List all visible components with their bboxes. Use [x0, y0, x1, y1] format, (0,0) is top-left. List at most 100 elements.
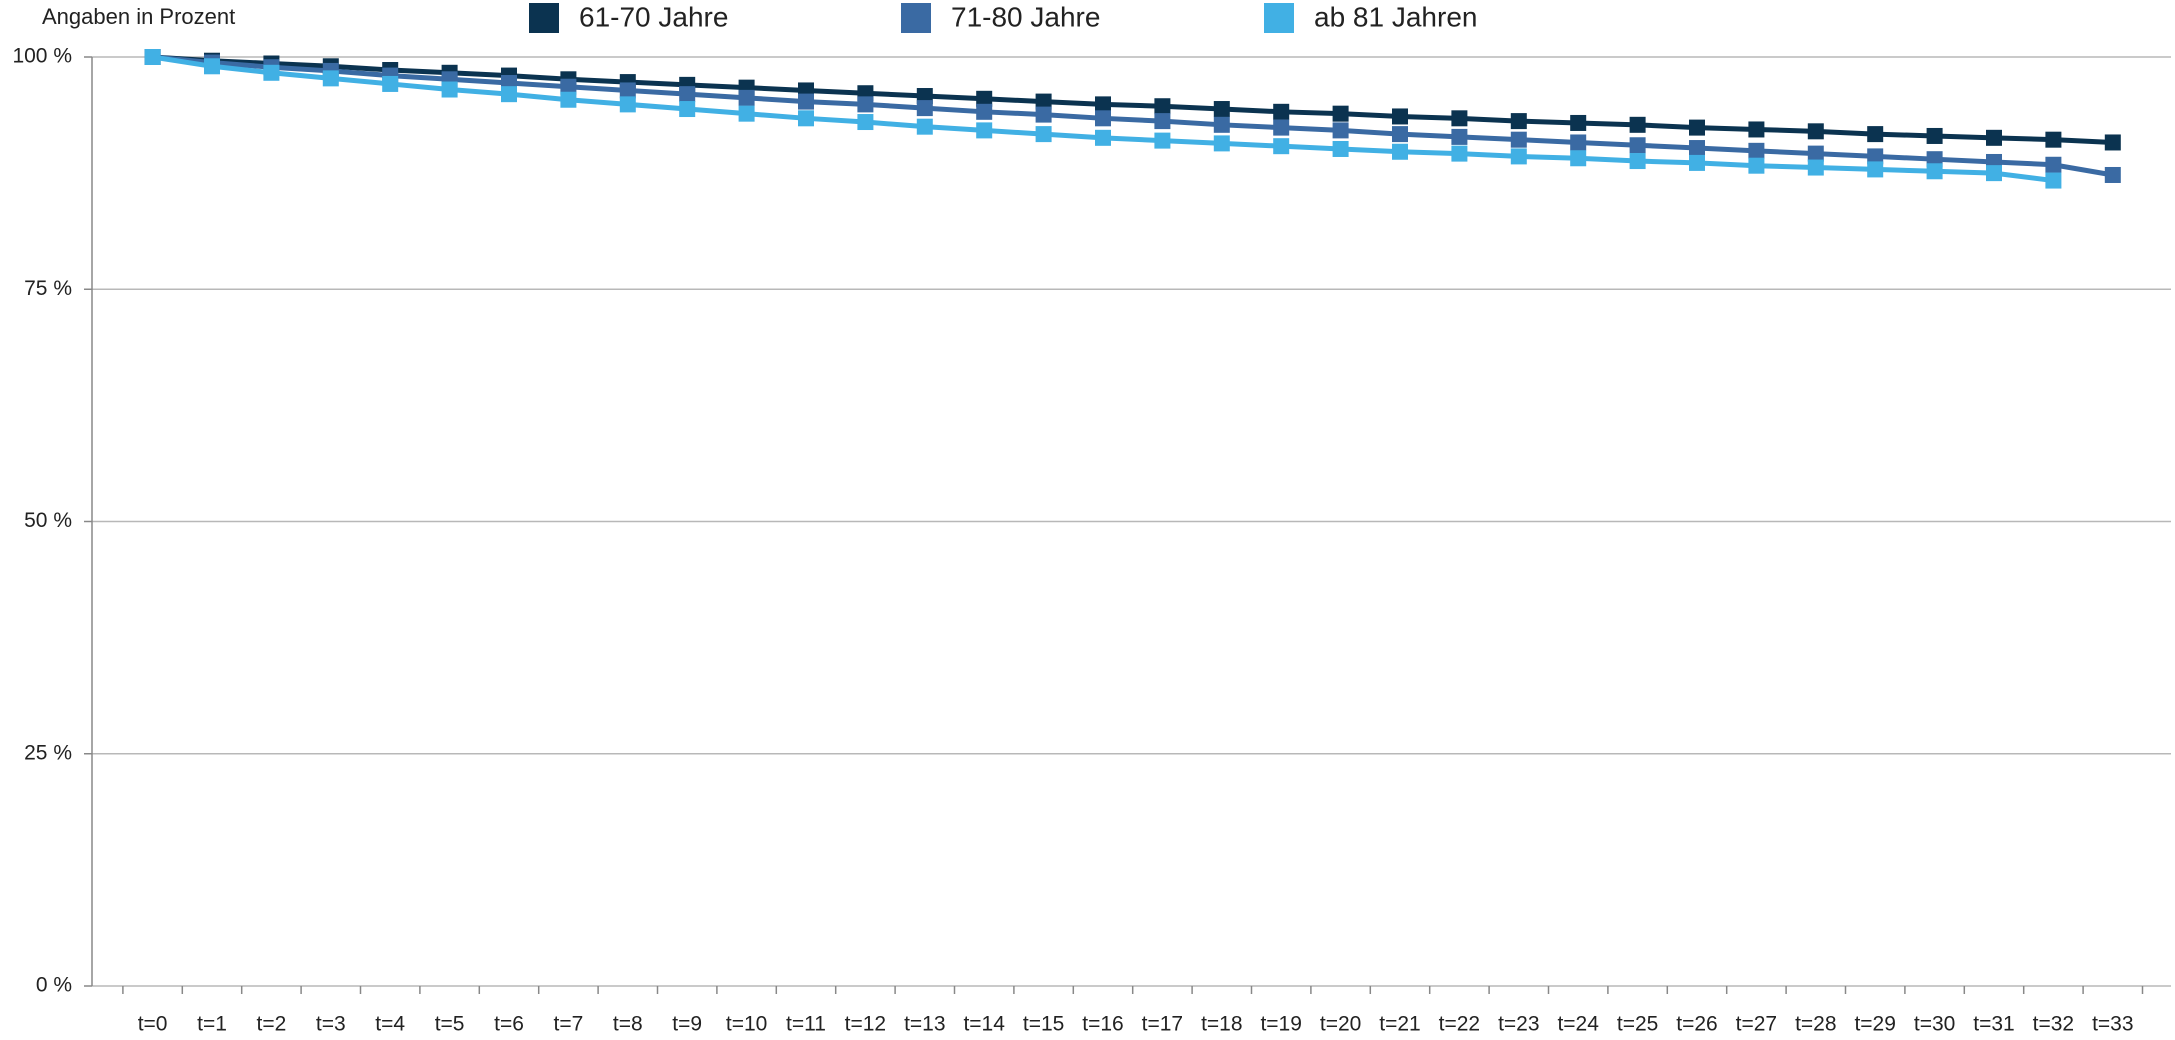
x-tick-label: t=29 — [1854, 1013, 1895, 1036]
marker — [619, 96, 636, 113]
marker — [1035, 93, 1052, 110]
x-tick-label: t=20 — [1320, 1013, 1361, 1036]
x-tick-label: t=3 — [316, 1013, 346, 1036]
marker — [1926, 163, 1943, 180]
marker — [1689, 140, 1705, 157]
marker — [560, 78, 577, 95]
x-tick-label: t=0 — [138, 1013, 168, 1036]
marker — [1867, 126, 1884, 143]
series-line — [152, 54, 2114, 178]
marker — [798, 110, 814, 127]
marker — [1807, 159, 1824, 176]
x-tick-label: t=30 — [1914, 1013, 1955, 1036]
y-axis-label: Angaben in Prozent — [42, 4, 235, 29]
marker — [1510, 131, 1527, 148]
marker — [144, 49, 161, 65]
marker — [857, 96, 874, 113]
marker — [1392, 143, 1408, 160]
series-line — [152, 54, 2113, 145]
marker — [1154, 98, 1171, 115]
legend-label: 71-80 Jahre — [951, 1, 1100, 32]
marker — [1629, 116, 1646, 133]
x-tick-label: t=23 — [1498, 1013, 1539, 1036]
marker — [1451, 145, 1468, 162]
marker — [1392, 108, 1408, 125]
marker — [1154, 113, 1171, 130]
marker — [1273, 119, 1290, 136]
marker — [738, 105, 755, 122]
marker — [1748, 121, 1765, 138]
marker — [1451, 128, 1468, 145]
x-tick-label: t=4 — [375, 1013, 405, 1036]
marker — [1570, 134, 1587, 151]
y-tick-label: 0 % — [36, 974, 72, 997]
marker — [738, 89, 755, 106]
marker — [1035, 106, 1052, 123]
x-tick-label: t=21 — [1379, 1013, 1420, 1036]
x-tick-label: t=7 — [554, 1013, 584, 1036]
marker — [1689, 154, 1705, 171]
marker — [1689, 119, 1705, 136]
marker — [1867, 148, 1884, 165]
marker — [1867, 161, 1884, 178]
x-tick-label: t=18 — [1201, 1013, 1242, 1036]
marker — [2045, 172, 2062, 189]
marker — [1332, 140, 1349, 157]
marker — [2104, 134, 2121, 151]
marker — [679, 86, 696, 103]
x-tick-label: t=19 — [1260, 1013, 1301, 1036]
y-tick-label: 25 % — [24, 741, 72, 764]
legend-swatch — [1264, 3, 1294, 33]
marker — [1213, 101, 1230, 118]
marker — [1629, 137, 1646, 154]
marker — [322, 70, 339, 87]
y-tick-label: 100 % — [12, 45, 72, 68]
x-tick-label: t=10 — [726, 1013, 767, 1036]
marker — [1629, 153, 1646, 170]
x-tick-label: t=14 — [963, 1013, 1005, 1036]
marker — [1451, 110, 1468, 127]
x-tick-label: t=32 — [2033, 1013, 2074, 1036]
legend-label: ab 81 Jahren — [1314, 1, 1477, 32]
marker — [204, 58, 220, 75]
marker — [1213, 135, 1230, 152]
x-tick-label: t=28 — [1795, 1013, 1836, 1036]
legend-label: 61-70 Jahre — [579, 1, 728, 32]
y-tick-label: 75 % — [24, 277, 72, 300]
x-tick-label: t=12 — [845, 1013, 886, 1036]
legend-swatch — [901, 3, 931, 33]
marker — [1986, 129, 2002, 146]
x-tick-label: t=26 — [1676, 1013, 1717, 1036]
marker — [976, 103, 993, 120]
marker — [1926, 151, 1943, 168]
marker — [1807, 145, 1824, 162]
marker — [1986, 165, 2002, 182]
marker — [2104, 166, 2121, 183]
marker — [1095, 129, 1111, 146]
marker — [2045, 131, 2062, 148]
x-tick-label: t=5 — [435, 1013, 465, 1036]
y-tick-label: 50 % — [24, 509, 72, 532]
marker — [1332, 122, 1349, 139]
x-tick-label: t=6 — [494, 1013, 524, 1036]
marker — [916, 118, 933, 135]
marker — [1035, 126, 1052, 143]
x-tick-label: t=25 — [1617, 1013, 1658, 1036]
marker — [1510, 113, 1527, 130]
x-tick-label: t=31 — [1973, 1013, 2014, 1036]
x-tick-label: t=22 — [1439, 1013, 1480, 1036]
marker — [1273, 138, 1290, 155]
x-tick-label: t=17 — [1142, 1013, 1183, 1036]
marker — [1332, 105, 1349, 122]
marker — [501, 86, 517, 103]
marker — [1213, 116, 1230, 133]
marker — [2045, 156, 2062, 173]
marker — [441, 81, 458, 98]
marker — [976, 122, 993, 139]
marker — [916, 100, 933, 117]
x-tick-label: t=27 — [1736, 1013, 1777, 1036]
marker — [1926, 127, 1943, 144]
marker — [1510, 148, 1527, 165]
marker — [1095, 96, 1111, 113]
